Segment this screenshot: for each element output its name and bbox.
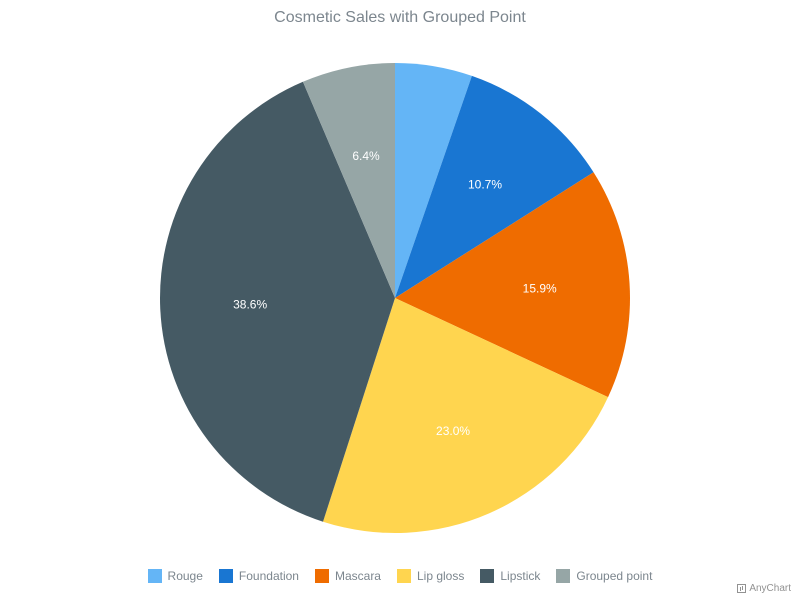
pie-slice-rouge[interactable] — [395, 63, 472, 298]
pie-slice-mascara[interactable] — [395, 172, 631, 398]
slice-label-lipstick: 38.6% — [233, 298, 267, 312]
slice-label-foundation: 10.7% — [468, 177, 502, 191]
legend: Rouge Foundation Mascara Lip gloss Lipstick G… — [0, 569, 800, 583]
pie-slice-lip-gloss[interactable] — [323, 298, 609, 534]
legend-swatch — [218, 569, 233, 583]
slice-label-grouped-point: 6.4% — [352, 149, 380, 163]
legend-swatch — [396, 569, 411, 583]
legend-swatch — [556, 569, 571, 583]
pie-slice-foundation[interactable] — [395, 75, 594, 299]
pie-slice-lipstick[interactable] — [159, 81, 395, 522]
legend-label: Lipstick — [500, 569, 541, 583]
pie-slices — [159, 63, 631, 534]
credits-label: AnyChart — [749, 583, 791, 594]
slice-label-lip-gloss: 23.0% — [436, 424, 470, 438]
legend-label: Lip gloss — [416, 569, 465, 583]
legend-label: Mascara — [334, 569, 381, 583]
legend-item-lip-gloss[interactable]: Lip gloss — [396, 569, 465, 583]
legend-label: Foundation — [238, 569, 299, 583]
slice-label-mascara: 15.9% — [523, 282, 557, 296]
legend-label: Rouge — [167, 569, 203, 583]
chart-icon — [737, 584, 747, 593]
legend-item-lipstick[interactable]: Lipstick — [480, 569, 540, 583]
legend-item-foundation[interactable]: Foundation — [218, 569, 299, 583]
legend-swatch — [147, 569, 162, 583]
pie-labels: 10.7% 15.9% 23.0% 38.6% 6.4% — [233, 149, 557, 438]
legend-item-grouped-point[interactable]: Grouped point — [556, 569, 652, 583]
pie-slice-grouped-point[interactable] — [302, 63, 395, 298]
legend-item-mascara[interactable]: Mascara — [314, 569, 381, 583]
chart-title: Cosmetic Sales with Grouped Point — [274, 9, 526, 26]
legend-swatch — [480, 569, 495, 583]
legend-swatch — [314, 569, 329, 583]
legend-label: Grouped point — [576, 569, 653, 583]
legend-item-rouge[interactable]: Rouge — [147, 569, 203, 583]
credits[interactable]: AnyChart — [737, 583, 791, 594]
